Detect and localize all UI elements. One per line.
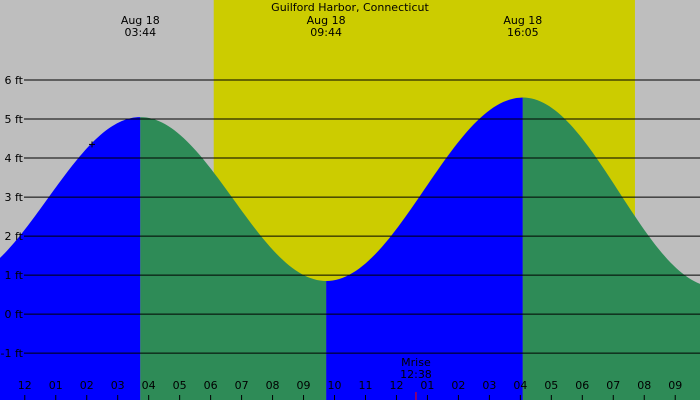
falling-tide-segment bbox=[140, 117, 327, 400]
x-tick-label: 12 bbox=[389, 379, 403, 392]
x-tick-label: 07 bbox=[606, 379, 620, 392]
y-tick-label: 3 ft bbox=[5, 191, 24, 204]
plus-marker bbox=[88, 141, 95, 148]
x-tick-label: 02 bbox=[451, 379, 465, 392]
x-tick-label: 04 bbox=[513, 379, 527, 392]
extreme-time-label: 03:44 bbox=[124, 26, 156, 39]
y-tick-label: 0 ft bbox=[5, 308, 24, 321]
y-tick-label: 4 ft bbox=[5, 152, 24, 165]
x-tick-label: 07 bbox=[235, 379, 249, 392]
y-tick-label: 6 ft bbox=[5, 74, 24, 87]
x-tick-label: 01 bbox=[49, 379, 63, 392]
x-tick-label: 03 bbox=[482, 379, 496, 392]
y-tick-label: -1 ft bbox=[1, 347, 24, 360]
tide-area bbox=[0, 97, 700, 400]
x-tick-label: 11 bbox=[358, 379, 372, 392]
extreme-date-label: Aug 18 bbox=[307, 14, 346, 27]
extreme-date-label: Aug 18 bbox=[121, 14, 160, 27]
x-tick-label: 11 bbox=[0, 379, 1, 392]
x-tick-label: 05 bbox=[544, 379, 558, 392]
moonrise-time: 12:38 bbox=[400, 368, 432, 381]
x-axis-ticks: 11 12 01 02 03 04 05 06 07 08 09 10 11 12 01 02 03 04 05 06… bbox=[0, 379, 682, 400]
y-tick-label: 2 ft bbox=[5, 230, 24, 243]
x-tick-label: 01 bbox=[420, 379, 434, 392]
x-tick-label: 09 bbox=[668, 379, 682, 392]
x-tick-label: 09 bbox=[297, 379, 311, 392]
extreme-time-label: 16:05 bbox=[507, 26, 539, 39]
x-tick-label: 12 bbox=[18, 379, 32, 392]
falling-tide-segment bbox=[522, 97, 700, 400]
x-tick-label: 08 bbox=[637, 379, 651, 392]
x-tick-label: 05 bbox=[173, 379, 187, 392]
x-tick-label: 03 bbox=[111, 379, 125, 392]
y-axis-ticks: 6 ft 5 ft 4 ft 3 ft 2 ft 1 ft 0 ft -1 ft bbox=[1, 74, 24, 360]
x-tick-label: 10 bbox=[328, 379, 342, 392]
extreme-date-label: Aug 18 bbox=[503, 14, 542, 27]
x-tick-label: 08 bbox=[266, 379, 280, 392]
rising-tide-segment bbox=[0, 117, 141, 400]
grid-lines bbox=[24, 79, 700, 354]
x-tick-label: 06 bbox=[575, 379, 589, 392]
y-tick-label: 5 ft bbox=[5, 113, 24, 126]
chart-title: Guilford Harbor, Connecticut bbox=[271, 1, 429, 14]
x-tick-label: 02 bbox=[80, 379, 94, 392]
extreme-time-label: 09:44 bbox=[310, 26, 342, 39]
y-tick-label: 1 ft bbox=[5, 269, 24, 282]
x-tick-label: 04 bbox=[142, 379, 156, 392]
x-tick-label: 06 bbox=[204, 379, 218, 392]
moonrise-label: Mrise bbox=[401, 356, 431, 369]
rising-tide-segment bbox=[326, 97, 523, 400]
